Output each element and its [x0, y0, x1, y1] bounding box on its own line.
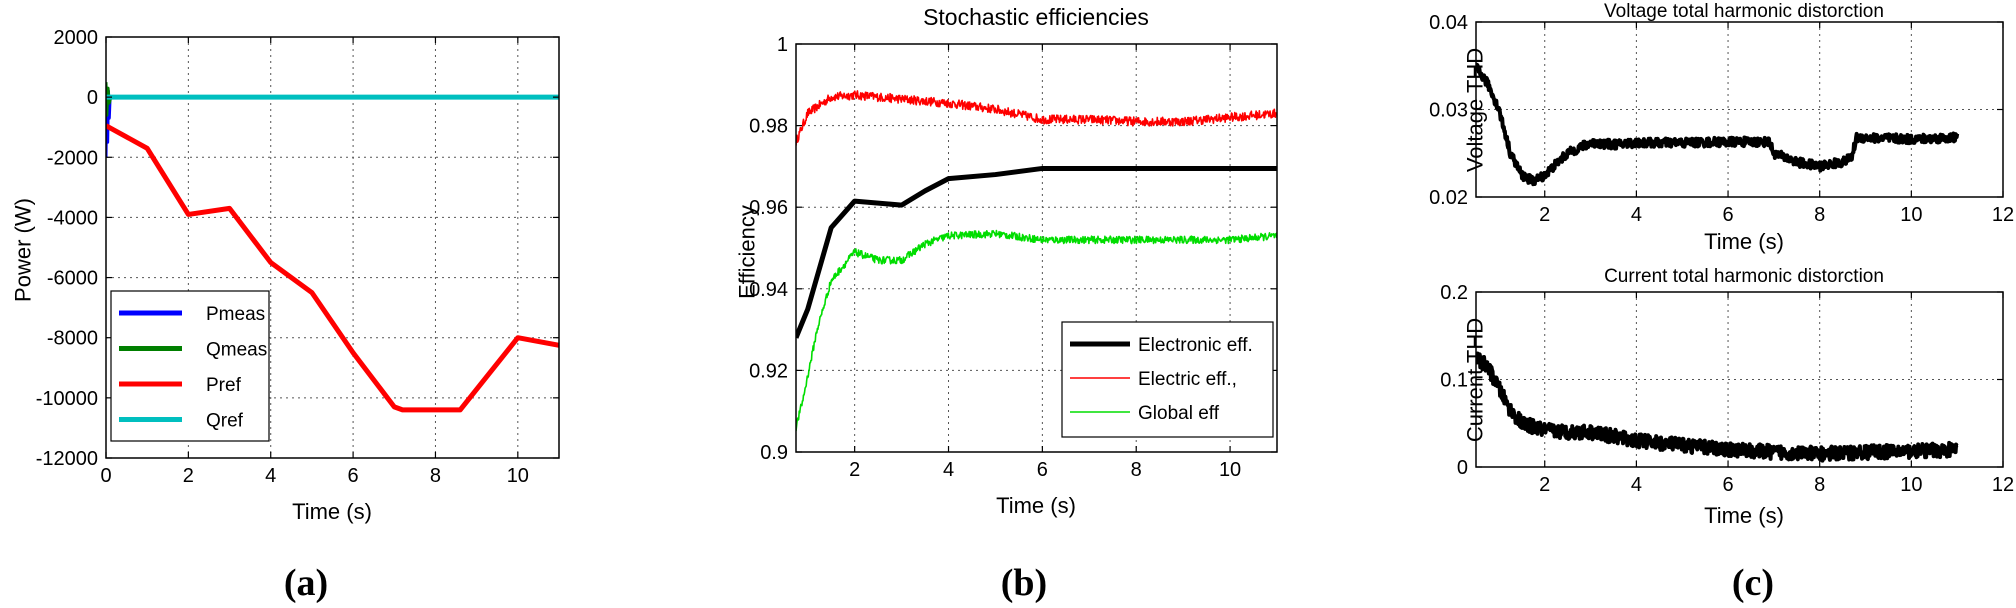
x-tick-label: 2: [183, 465, 194, 487]
x-tick-label: 10: [1900, 474, 1922, 496]
y-tick-label: 0.2: [1440, 282, 1468, 304]
y-tick-label: 0: [87, 87, 98, 109]
series-line-current-thd: [1476, 351, 1959, 463]
y-tick-label: 0: [1457, 457, 1468, 479]
series-line-electronic-eff: [796, 165, 1277, 339]
legend-box: [110, 290, 270, 442]
y-tick-label: -8000: [47, 328, 98, 350]
x-tick-label: 4: [1631, 204, 1642, 226]
x-axis-label: Time (s): [292, 499, 372, 524]
series-line-electric-eff: [796, 90, 1277, 146]
y-axis-label: Efficiency: [735, 205, 760, 299]
chart-title: Current total harmonic distorction: [1604, 266, 1884, 287]
y-tick-label: 0.96: [749, 197, 788, 219]
x-axis-label: Time (s): [996, 493, 1076, 518]
y-tick-label: 0.1: [1440, 370, 1468, 392]
x-tick-label: 12: [1992, 474, 2014, 496]
panel-label: (b): [1001, 562, 1047, 604]
x-tick-label: 0: [100, 465, 111, 487]
legend-label: Electric eff.,: [1138, 369, 1237, 390]
y-tick-label: 0.94: [749, 279, 788, 301]
x-tick-label: 2: [1539, 474, 1550, 496]
legend-box: [1061, 321, 1274, 438]
x-tick-label: 8: [1814, 474, 1825, 496]
y-tick-label: 0.92: [749, 360, 788, 382]
chart-title: Voltage total harmonic distorction: [1604, 1, 1884, 22]
y-tick-label: 0.02: [1429, 187, 1468, 209]
x-tick-label: 8: [1814, 204, 1825, 226]
x-tick-label: 2: [849, 459, 860, 481]
legend-label: Electronic eff.: [1138, 335, 1253, 356]
chart-1: 0 2 4 6 8 10 2000 0 -2000 -4000 -6000 -8000 -10000 -1…: [11, 27, 560, 604]
legend-label: Pmeas: [206, 304, 265, 325]
y-tick-label: -4000: [47, 207, 98, 229]
x-tick-label: 4: [265, 465, 276, 487]
legend-label: Pref: [206, 375, 242, 396]
x-tick-label: 10: [1900, 204, 1922, 226]
series-line-voltage-thd: [1476, 62, 1960, 187]
x-tick-label: 6: [1722, 474, 1733, 496]
y-tick-label: -2000: [47, 147, 98, 169]
chart-title: Stochastic efficiencies: [923, 4, 1149, 30]
legend: Electronic eff. Electric eff., Global eff: [1061, 321, 1274, 438]
series-line-pref: [106, 123, 559, 413]
x-tick-label: 10: [507, 465, 529, 487]
chart-3: 2 4 6 8 10 12 0.02 0.03 0.04 Time (s) Voltage THD V…: [1429, 1, 2014, 604]
chart-4: 2 4 6 8 10 12 0 0.1 0.2 Time (s) Current THD Curren…: [1440, 266, 2014, 528]
y-tick-label: 1: [777, 34, 788, 56]
y-tick-label: -12000: [36, 448, 98, 470]
legend-label: Global eff: [1138, 403, 1220, 424]
x-tick-label: 4: [1631, 474, 1642, 496]
series-line-global-eff: [796, 229, 1277, 432]
x-tick-label: 8: [1131, 459, 1142, 481]
y-axis-label: Current THD: [1463, 318, 1488, 442]
y-tick-label: 2000: [54, 27, 99, 49]
x-tick-label: 6: [1037, 459, 1048, 481]
legend: Pmeas Qmeas Pref Qref: [110, 290, 270, 442]
x-tick-label: 6: [348, 465, 359, 487]
plot-frame: [105, 36, 560, 459]
panel-label: (a): [284, 562, 328, 604]
x-axis-label: Time (s): [1704, 503, 1784, 528]
x-tick-label: 12: [1992, 204, 2014, 226]
y-tick-label: 0.04: [1429, 12, 1468, 34]
panel-label: (c): [1732, 562, 1774, 604]
y-axis-label: Power (W): [11, 198, 36, 302]
x-tick-label: 8: [430, 465, 441, 487]
x-tick-label: 6: [1722, 204, 1733, 226]
x-tick-label: 2: [1539, 204, 1550, 226]
y-tick-label: -10000: [36, 388, 98, 410]
y-tick-label: 0.03: [1429, 100, 1468, 122]
legend-label: Qmeas: [206, 340, 267, 361]
x-tick-label: 4: [943, 459, 954, 481]
y-tick-label: -6000: [47, 268, 98, 290]
x-tick-label: 10: [1219, 459, 1241, 481]
chart-2: 2 4 6 8 10 0.9 0.92 0.94 0.96 0.98 1 Time (s) Effici…: [735, 4, 1278, 604]
x-axis-label: Time (s): [1704, 229, 1784, 254]
y-axis-label: Voltage THD: [1463, 48, 1488, 172]
y-tick-label: 0.98: [749, 116, 788, 138]
legend-label: Qref: [206, 411, 244, 432]
plot-frame: [795, 43, 1278, 453]
y-tick-label: 0.9: [760, 442, 788, 464]
